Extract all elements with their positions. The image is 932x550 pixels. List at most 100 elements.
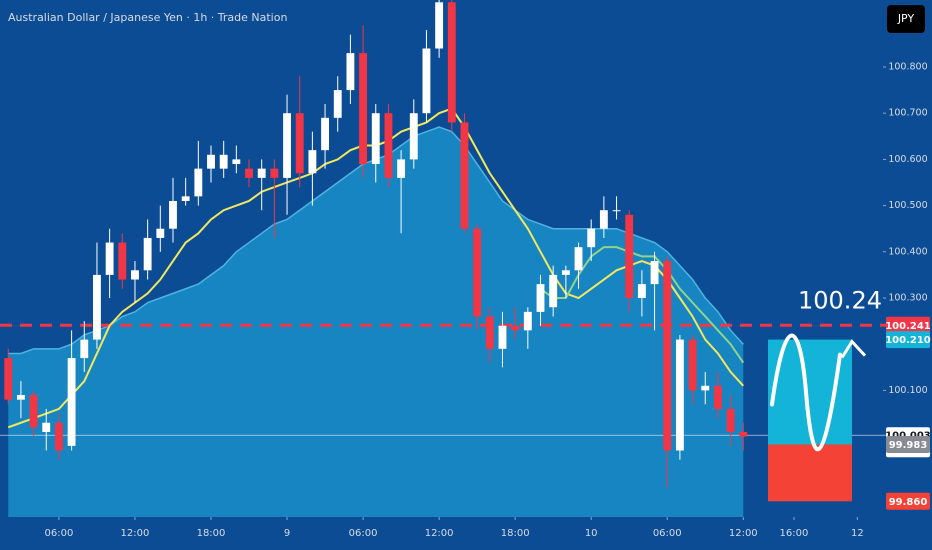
candle-body (713, 385, 722, 409)
candle-body (4, 358, 13, 400)
x-tick-label: 18:00 (501, 528, 530, 539)
candle-body (473, 228, 482, 317)
candle-body (460, 122, 469, 229)
candle-body (55, 422, 63, 451)
y-tick-label: 100.500 (888, 200, 927, 211)
annotation: 100.24 (798, 286, 882, 314)
candle-body (308, 150, 317, 174)
x-tick-label: 16:00 (780, 528, 809, 539)
candle-body (739, 431, 748, 437)
x-tick-label: 12:00 (729, 528, 758, 539)
candle-body (637, 284, 646, 299)
x-tick-label: 12:00 (425, 528, 454, 539)
wave-icon (770, 333, 842, 452)
candle-body (333, 90, 342, 118)
candle-body (688, 339, 697, 391)
candle-body (574, 247, 583, 271)
candle-body (498, 325, 507, 349)
candle-body (650, 261, 659, 285)
candle-body (549, 274, 558, 308)
candle-body (16, 395, 25, 400)
candle-body (156, 228, 165, 238)
area (8, 127, 744, 517)
candle-body (447, 2, 456, 123)
x-tick-label: 10 (585, 528, 598, 539)
currency-button-label[interactable]: JPY (897, 12, 915, 25)
candle-body (599, 210, 608, 229)
x-tick-label: 12:00 (121, 528, 150, 539)
x-tick-label: 06:00 (349, 528, 378, 539)
candle-body (625, 214, 634, 299)
candle-body (283, 113, 291, 178)
candle-body (321, 117, 329, 151)
y-tick-label: 100.600 (888, 154, 927, 165)
candle-body (612, 210, 621, 212)
currency-button[interactable] (887, 5, 925, 33)
x-tick-label: 12 (851, 528, 864, 539)
candle-body (536, 284, 545, 312)
y-tick-label: 100.400 (888, 246, 927, 257)
price-tag-label: 100.210 (885, 335, 931, 346)
candle-body (701, 385, 710, 391)
stop-box (768, 444, 852, 502)
y-tick-label: 100.300 (888, 293, 927, 304)
y-tick-label: 100.100 (888, 385, 927, 396)
y-tick-label: 100.800 (888, 61, 927, 72)
candle-body (207, 154, 215, 169)
candle-body (346, 53, 355, 91)
candle-body (511, 325, 520, 331)
arrow-head (840, 339, 867, 359)
candle-body (143, 237, 152, 271)
candle-body (384, 113, 393, 178)
candle-body (105, 242, 114, 275)
price-tag-label: 99.983 (889, 440, 928, 451)
candle-body (118, 242, 127, 280)
candle-body (359, 53, 368, 165)
price-tag (886, 435, 930, 453)
price-tag (886, 331, 930, 349)
candle-body (435, 2, 444, 49)
price-tag-label: 99.860 (889, 497, 928, 508)
candle-body (67, 358, 76, 446)
level-layer (0, 323, 886, 436)
candle-body (232, 159, 241, 165)
candle-body (181, 196, 190, 201)
candle-body (42, 422, 51, 432)
price-tag (886, 492, 930, 510)
candle-body (295, 113, 304, 174)
candle-body (219, 154, 228, 169)
candle-body (523, 311, 532, 331)
candle-body (169, 200, 177, 229)
candle-body (409, 113, 418, 160)
axis-layer: 100.241100.210100.00328:0599.98399.86010… (45, 61, 931, 539)
x-tick-label: 06:00 (653, 528, 682, 539)
ma-line (539, 246, 745, 364)
candle-body (93, 274, 101, 340)
candle-body (131, 270, 139, 280)
candle-body (397, 159, 406, 178)
candle-body (245, 168, 253, 178)
candle-body (29, 395, 38, 428)
candle-body (257, 168, 266, 178)
candle-body (371, 113, 380, 165)
candle-layer (4, 0, 748, 488)
candle-body (587, 228, 596, 248)
candle-body (80, 339, 89, 359)
price-tag-label: 100.241 (885, 321, 931, 332)
candle-body (270, 168, 279, 178)
candle-body (561, 270, 570, 275)
x-tick-label: 9 (284, 528, 290, 539)
candle-body (422, 48, 431, 114)
candle-body (485, 316, 494, 349)
x-tick-label: 18:00 (197, 528, 226, 539)
price-tag (886, 316, 930, 334)
candle-body (194, 168, 203, 197)
candle-body (726, 408, 735, 432)
projection-layer: 100.24 (768, 286, 882, 502)
y-tick-label: 100.700 (888, 108, 927, 119)
chart-title: Australian Dollar / Japanese Yen · 1h · … (8, 11, 287, 24)
candle-body (675, 339, 684, 451)
x-tick-label: 06:00 (45, 528, 74, 539)
